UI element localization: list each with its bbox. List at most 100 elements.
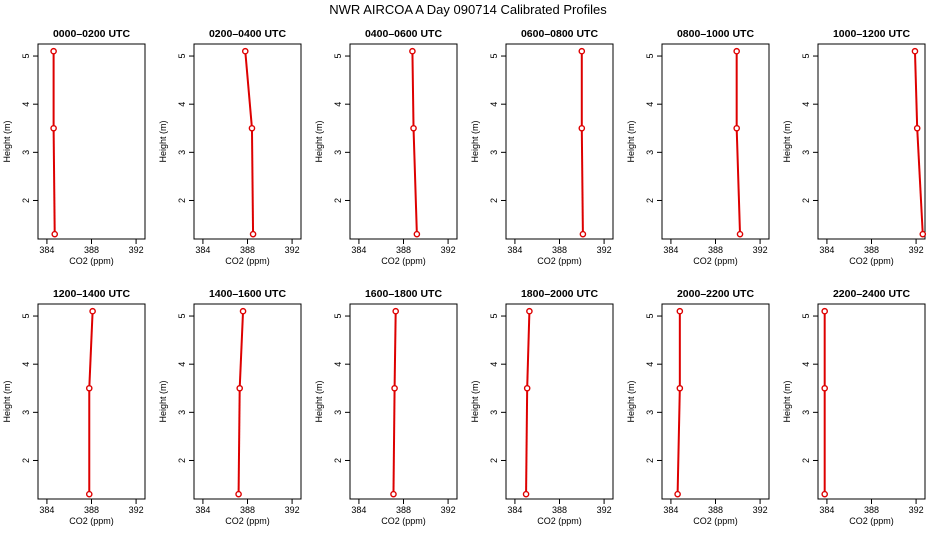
- y-tick-label: 3: [333, 410, 343, 415]
- y-tick-label: 4: [177, 102, 187, 107]
- panel-title: 1600–1800 UTC: [365, 288, 442, 300]
- panel-title: 1200–1400 UTC: [53, 288, 130, 300]
- y-axis-label: Height (m): [314, 380, 324, 422]
- y-tick-label: 2: [801, 458, 811, 463]
- y-tick-label: 3: [177, 150, 187, 155]
- y-tick-label: 2: [177, 198, 187, 203]
- y-tick-label: 2: [645, 458, 655, 463]
- x-axis-label: CO2 (ppm): [225, 516, 270, 526]
- profile-line: [412, 128, 418, 235]
- x-tick-label: 392: [441, 245, 456, 255]
- x-tick-label: 384: [819, 245, 834, 255]
- x-tick-label: 384: [663, 245, 678, 255]
- panel-title: 0000–0200 UTC: [53, 28, 130, 40]
- y-tick-label: 4: [333, 102, 343, 107]
- x-axis-label: CO2 (ppm): [693, 516, 738, 526]
- x-tick-label: 388: [708, 245, 723, 255]
- data-point: [50, 124, 57, 132]
- data-point: [578, 124, 586, 132]
- x-tick-label: 388: [396, 505, 411, 515]
- y-tick-label: 3: [177, 410, 187, 415]
- y-tick-label: 4: [489, 362, 499, 367]
- page-title: NWR AIRCOA A Day 090714 Calibrated Profi…: [329, 2, 607, 17]
- profile-line: [244, 51, 253, 129]
- y-axis-label: Height (m): [158, 380, 168, 422]
- data-point: [579, 230, 587, 238]
- plot-frame: [505, 303, 614, 500]
- y-tick-label: 2: [489, 458, 499, 463]
- y-tick-label: 3: [801, 410, 811, 415]
- x-axis-label: CO2 (ppm): [225, 256, 270, 266]
- profile-line: [676, 388, 681, 495]
- y-axis-label: Height (m): [2, 380, 12, 422]
- data-point: [919, 230, 927, 238]
- y-tick-label: 3: [21, 150, 31, 155]
- y-axis-label: Height (m): [314, 120, 324, 162]
- y-tick-label: 4: [333, 362, 343, 367]
- data-point: [236, 384, 243, 392]
- y-tick-label: 3: [645, 410, 655, 415]
- panel-5: 0800–1000 UTC 384 388 392 2 3 4 5 CO2 (ppm) Heigh…: [626, 28, 770, 266]
- x-tick-label: 392: [129, 505, 144, 515]
- profile-line: [238, 311, 245, 389]
- y-axis-label: Height (m): [782, 120, 792, 162]
- panel-9: 1600–1800 UTC 384 388 392 2 3 4 5 CO2 (ppm) Heigh…: [314, 288, 458, 526]
- panel-2: 0200–0400 UTC 384 388 392 2 3 4 5 CO2 (ppm) Heigh…: [158, 28, 302, 266]
- profile-line: [237, 388, 241, 495]
- y-tick-label: 3: [333, 150, 343, 155]
- y-tick-label: 4: [801, 362, 811, 367]
- x-tick-label: 392: [285, 505, 300, 515]
- profile-line: [916, 128, 924, 235]
- panel-7: 1200–1400 UTC 384 388 392 2 3 4 5 CO2 (ppm) Heigh…: [2, 288, 146, 526]
- profile-line: [735, 128, 742, 235]
- x-tick-label: 392: [129, 245, 144, 255]
- data-point: [51, 230, 59, 238]
- x-tick-label: 384: [819, 505, 834, 515]
- x-tick-label: 388: [84, 245, 99, 255]
- data-point: [733, 124, 740, 132]
- y-tick-label: 5: [21, 314, 31, 319]
- y-tick-label: 2: [489, 198, 499, 203]
- plot-frame: [661, 43, 770, 240]
- y-axis-label: Height (m): [626, 380, 636, 422]
- data-point: [674, 490, 681, 498]
- data-point: [241, 47, 249, 55]
- y-axis-label: Height (m): [2, 120, 12, 162]
- y-tick-label: 3: [489, 410, 499, 415]
- x-tick-label: 388: [708, 505, 723, 515]
- data-point: [249, 230, 257, 238]
- x-tick-label: 384: [195, 505, 210, 515]
- profile-line: [88, 311, 94, 389]
- data-point: [89, 307, 96, 315]
- x-axis-label: CO2 (ppm): [69, 516, 114, 526]
- x-tick-label: 392: [753, 505, 768, 515]
- y-tick-label: 2: [333, 198, 343, 203]
- data-point: [392, 307, 399, 315]
- y-tick-label: 4: [21, 362, 31, 367]
- panel-8: 1400–1600 UTC 384 388 392 2 3 4 5 CO2 (ppm) Heigh…: [158, 288, 302, 526]
- x-tick-label: 392: [909, 505, 924, 515]
- y-tick-label: 5: [333, 54, 343, 59]
- panel-title: 2200–2400 UTC: [833, 288, 910, 300]
- x-tick-label: 392: [597, 245, 612, 255]
- data-point: [409, 47, 416, 55]
- y-tick-label: 2: [21, 198, 31, 203]
- x-axis-label: CO2 (ppm): [849, 256, 894, 266]
- x-tick-label: 384: [507, 245, 522, 255]
- panel-title: 1800–2000 UTC: [521, 288, 598, 300]
- x-tick-label: 392: [753, 245, 768, 255]
- panel-10: 1800–2000 UTC 384 388 392 2 3 4 5 CO2 (ppm) Heigh…: [470, 288, 614, 526]
- x-tick-label: 384: [39, 245, 54, 255]
- x-axis-label: CO2 (ppm): [849, 516, 894, 526]
- y-tick-label: 2: [21, 458, 31, 463]
- data-point: [821, 307, 828, 315]
- x-axis-label: CO2 (ppm): [381, 516, 426, 526]
- profile-line: [526, 311, 531, 389]
- data-point: [526, 307, 533, 315]
- data-point: [235, 490, 242, 498]
- x-tick-label: 392: [597, 505, 612, 515]
- y-tick-label: 5: [489, 314, 499, 319]
- data-point: [522, 490, 530, 498]
